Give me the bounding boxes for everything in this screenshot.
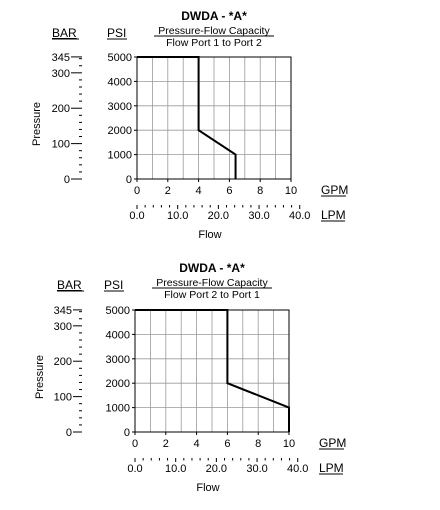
lpm-tick-label: 10.0 [165,463,186,475]
psi-tick-label: 3000 [106,354,130,366]
psi-tick-label: 5000 [108,52,132,64]
bar-tick-label: 0 [64,174,70,186]
gpm-tick-label: 0 [134,185,140,197]
lpm-unit-label: LPM [321,208,346,222]
bar-tick-label: 100 [52,139,70,151]
psi-tick-label: 1000 [106,403,130,415]
psi-tick-label: 4000 [108,76,132,88]
lpm-tick-label: 40.0 [287,463,308,475]
lpm-tick-label: 0.0 [129,210,144,222]
psi-unit-label: PSI [104,278,123,292]
gpm-tick-label: 10 [283,438,295,450]
psi-tick-label: 2000 [108,125,132,137]
gpm-tick-label: 0 [132,438,138,450]
psi-unit-label: PSI [107,26,126,40]
x-axis-label: Flow [198,229,221,241]
psi-tick-label: 5000 [106,305,130,317]
gpm-tick-label: 6 [224,438,230,450]
y-axis-label: Pressure [31,102,43,146]
chart-subtitle-2: Flow Port 2 to Port 1 [164,289,260,301]
series-line-1 [137,56,237,179]
gpm-unit-label: GPM [321,183,348,197]
lpm-tick-label: 20.0 [208,210,229,222]
plot-frame [136,56,292,180]
x-axis-label: Flow [196,482,219,494]
psi-tick-label: 1000 [108,150,132,162]
lpm-tick-label: 30.0 [246,463,267,475]
y-axis-label: Pressure [34,355,46,399]
gpm-tick-label: 4 [194,438,200,450]
gpm-tick-label: 8 [255,438,261,450]
lpm-tick-label: 10.0 [167,210,188,222]
chart-title: DWDA - *A* [181,9,247,23]
psi-tick-label: 0 [124,427,130,439]
psi-tick-label: 0 [126,174,132,186]
chart-subtitle-2: Flow Port 1 to Port 2 [166,37,262,49]
gpm-tick-label: 4 [196,185,202,197]
bar-unit-label: BAR [57,278,82,292]
series-line-1 [135,309,290,432]
psi-tick-label: 4000 [106,329,130,341]
bar-tick-label: 200 [54,356,72,368]
bar-tick-label: 100 [54,392,72,404]
gpm-tick-label: 10 [285,185,297,197]
lpm-tick-label: 0.0 [127,463,142,475]
lpm-tick-label: 40.0 [289,210,310,222]
psi-tick-label: 3000 [108,101,132,113]
chart-subtitle-1: Pressure-Flow Capacity [158,25,270,37]
chart-subtitle-1: Pressure-Flow Capacity [156,277,268,289]
bar-tick-label: 200 [52,103,70,115]
gpm-tick-label: 8 [257,185,263,197]
lpm-tick-label: 20.0 [206,463,227,475]
bar-tick-label: 300 [54,321,72,333]
gpm-tick-label: 2 [163,438,169,450]
bar-tick-label: 300 [52,68,70,80]
gpm-unit-label: GPM [319,436,346,450]
bar-tick-label: 0 [66,427,72,439]
chart-title: DWDA - *A* [179,261,245,275]
psi-tick-label: 2000 [106,378,130,390]
lpm-tick-label: 30.0 [248,210,269,222]
lpm-unit-label: LPM [319,461,344,475]
bar-unit-label: BAR [52,26,77,40]
gpm-tick-label: 6 [226,185,232,197]
gpm-tick-label: 2 [165,185,171,197]
bar-tick-label: 345 [54,305,72,317]
bar-tick-label: 345 [52,52,70,64]
